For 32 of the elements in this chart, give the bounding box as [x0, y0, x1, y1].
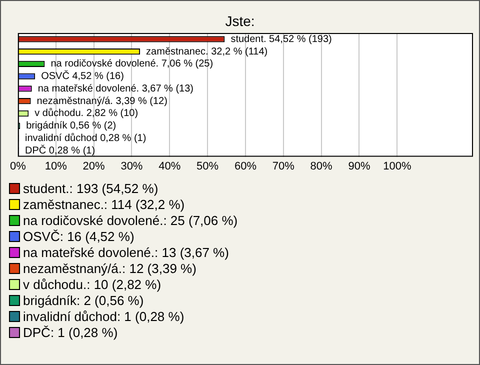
category-label: student. 54,52 % (193) [230, 34, 332, 45]
x-tick-label: 60% [234, 160, 257, 172]
category-label: brigádník 0,56 % (2) [26, 120, 116, 132]
x-tick-label: 80% [310, 160, 333, 172]
x-tick-label: 0% [10, 160, 26, 172]
text: na mateřské dovolené.: 13 (3,67 %) [23, 244, 229, 260]
text: zaměstnanec.: 114 (32,2 %) [23, 196, 185, 212]
text: v důchodu.: 10 (2,82 %) [23, 276, 162, 292]
category-label: na mateřské dovolené. 3,67 % (13) [38, 83, 194, 94]
category-label: na rodičovské dovolené. 7,06 % (25) [50, 58, 214, 70]
x-tick-label: 50% [196, 160, 219, 172]
category-label: OSVČ 4,52 % (16) [41, 71, 124, 82]
text: OSVČ: 16 (4,52 %) [23, 228, 134, 244]
x-tick-label: 100% [383, 160, 412, 172]
x-tick-label: 30% [120, 160, 143, 172]
text: DPČ: 1 (0,28 %) [23, 324, 118, 340]
x-tick-label: 10% [44, 160, 68, 172]
x-tick-label: 90% [348, 160, 370, 172]
chart-title: Jste: [224, 13, 256, 31]
category-label: invalidní důchod 0,28 % (1) [25, 132, 146, 144]
text: student.: 193 (54,52 %) [23, 180, 158, 196]
category-label: v důchodu. 2,82 % (10) [34, 108, 138, 120]
category-label: DPČ 0,28 % (1) [25, 145, 96, 156]
text: brigádník: 2 (0,56 %) [23, 292, 144, 308]
category-label: nezaměstnaný/á. 3,39 % (12) [36, 96, 168, 107]
category-label: zaměstnanec. 32,2 % (114) [146, 46, 268, 58]
x-tick-label: 40% [158, 160, 181, 172]
x-tick-label: 70% [272, 160, 295, 172]
text: na rodičovské dovolené.: 25 (7,06 %) [23, 212, 238, 228]
text: nezaměstnaný/á.: 12 (3,39 %) [23, 260, 196, 276]
text: invalidní důchod: 1 (0,28 %) [23, 308, 184, 324]
x-tick-label: 20% [82, 160, 106, 172]
